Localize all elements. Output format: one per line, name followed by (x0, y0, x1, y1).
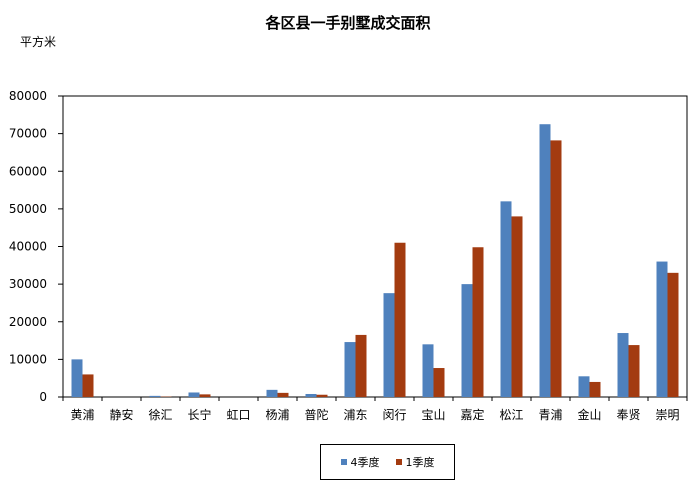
bar-series-1-宝山 (422, 344, 434, 397)
bar-series-1-崇明 (656, 261, 668, 397)
bar-series-1-徐汇 (149, 395, 161, 397)
bar-series-2-青浦 (550, 140, 562, 397)
x-tick-label: 普陀 (304, 407, 328, 422)
legend-label-series-2: 1季度 (405, 456, 435, 469)
bar-series-2-黄浦 (82, 374, 94, 397)
bar-series-2-宝山 (433, 368, 445, 397)
bar-series-1-青浦 (539, 124, 551, 397)
y-tick-label: 50000 (9, 202, 47, 216)
bar-series-2-长宁 (199, 394, 211, 397)
bar-series-1-奉贤 (617, 333, 629, 397)
x-tick-label: 长宁 (187, 407, 211, 422)
x-tick-label: 奉贤 (616, 408, 640, 422)
legend-item-series-1: 4季度 (340, 454, 380, 470)
bar-series-2-普陀 (316, 394, 328, 397)
x-tick-label: 杨浦 (265, 407, 289, 422)
bar-series-2-崇明 (667, 272, 679, 397)
bar-series-1-金山 (578, 376, 590, 397)
bar-series-2-杨浦 (277, 392, 289, 397)
x-tick-label: 静安 (109, 407, 133, 422)
y-tick-label: 0 (39, 390, 47, 404)
bar-series-1-嘉定 (461, 284, 473, 397)
x-tick-label: 虹口 (226, 408, 250, 422)
bar-series-1-长宁 (188, 392, 200, 397)
x-tick-label: 金山 (577, 407, 601, 422)
bar-series-2-浦东 (355, 334, 367, 397)
y-tick-label: 30000 (9, 277, 47, 291)
legend-label-series-1: 4季度 (350, 456, 380, 469)
legend-item-series-2: 1季度 (395, 454, 435, 470)
legend: 4季度 1季度 (320, 444, 455, 480)
bar-series-1-松江 (500, 201, 512, 397)
y-tick-label: 80000 (9, 89, 47, 103)
bar-series-1-杨浦 (266, 389, 278, 397)
x-tick-label: 宝山 (421, 408, 445, 422)
chart-title: 各区县一手别墅成交面积 (265, 14, 431, 32)
x-tick-label: 黄浦 (70, 408, 94, 422)
x-tick-label: 徐汇 (148, 407, 172, 422)
bar-series-1-普陀 (305, 393, 317, 397)
x-tick-label: 嘉定 (460, 407, 484, 422)
y-axis-unit-label: 平方米 (20, 35, 57, 49)
bar-series-2-奉贤 (628, 345, 640, 397)
x-tick-label: 崇明 (655, 408, 679, 422)
bar-series-2-松江 (511, 216, 523, 397)
bar-series-1-浦东 (344, 342, 356, 397)
y-tick-label: 20000 (9, 315, 47, 329)
bar-series-2-金山 (589, 381, 601, 397)
y-tick-label: 40000 (9, 240, 47, 254)
bar-series-2-嘉定 (472, 247, 484, 397)
bar-series-2-闵行 (394, 242, 406, 397)
x-tick-label: 浦东 (343, 408, 367, 422)
y-tick-label: 10000 (9, 352, 47, 366)
bar-series-1-黄浦 (71, 359, 83, 397)
x-tick-label: 松江 (499, 408, 523, 422)
y-tick-label: 60000 (9, 164, 47, 178)
legend-swatch-series-2 (395, 459, 402, 465)
plot-border (62, 95, 688, 398)
legend-swatch-series-1 (340, 459, 347, 465)
y-tick-label: 70000 (9, 127, 47, 141)
x-tick-label: 青浦 (538, 408, 562, 422)
bar-series-1-闵行 (383, 293, 395, 397)
x-tick-label: 闵行 (382, 407, 406, 422)
